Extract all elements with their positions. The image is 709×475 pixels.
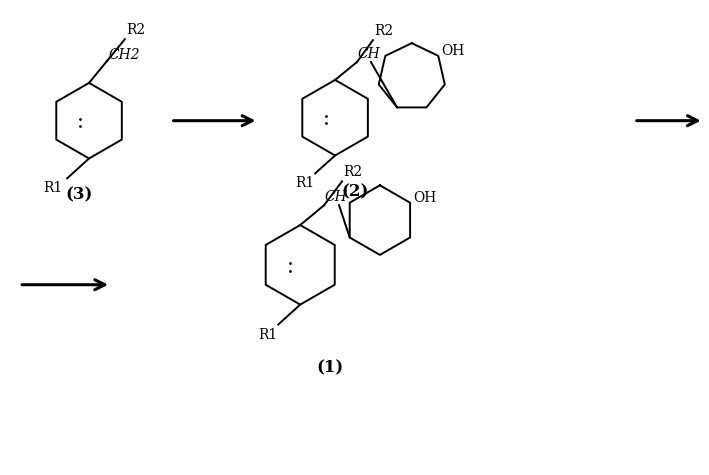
Text: R1: R1 [259,329,278,342]
Text: OH: OH [413,191,436,205]
Text: OH: OH [441,44,464,58]
Text: CH: CH [324,190,347,204]
Text: R2: R2 [374,24,393,38]
Text: R1: R1 [296,176,315,190]
Text: (1): (1) [316,359,344,376]
Text: R2: R2 [126,23,145,37]
Text: CH2: CH2 [108,48,140,62]
Text: (2): (2) [341,183,369,200]
Text: R2: R2 [343,165,362,180]
Text: R1: R1 [43,181,63,195]
Text: CH: CH [357,47,380,61]
Text: (3): (3) [65,186,93,203]
